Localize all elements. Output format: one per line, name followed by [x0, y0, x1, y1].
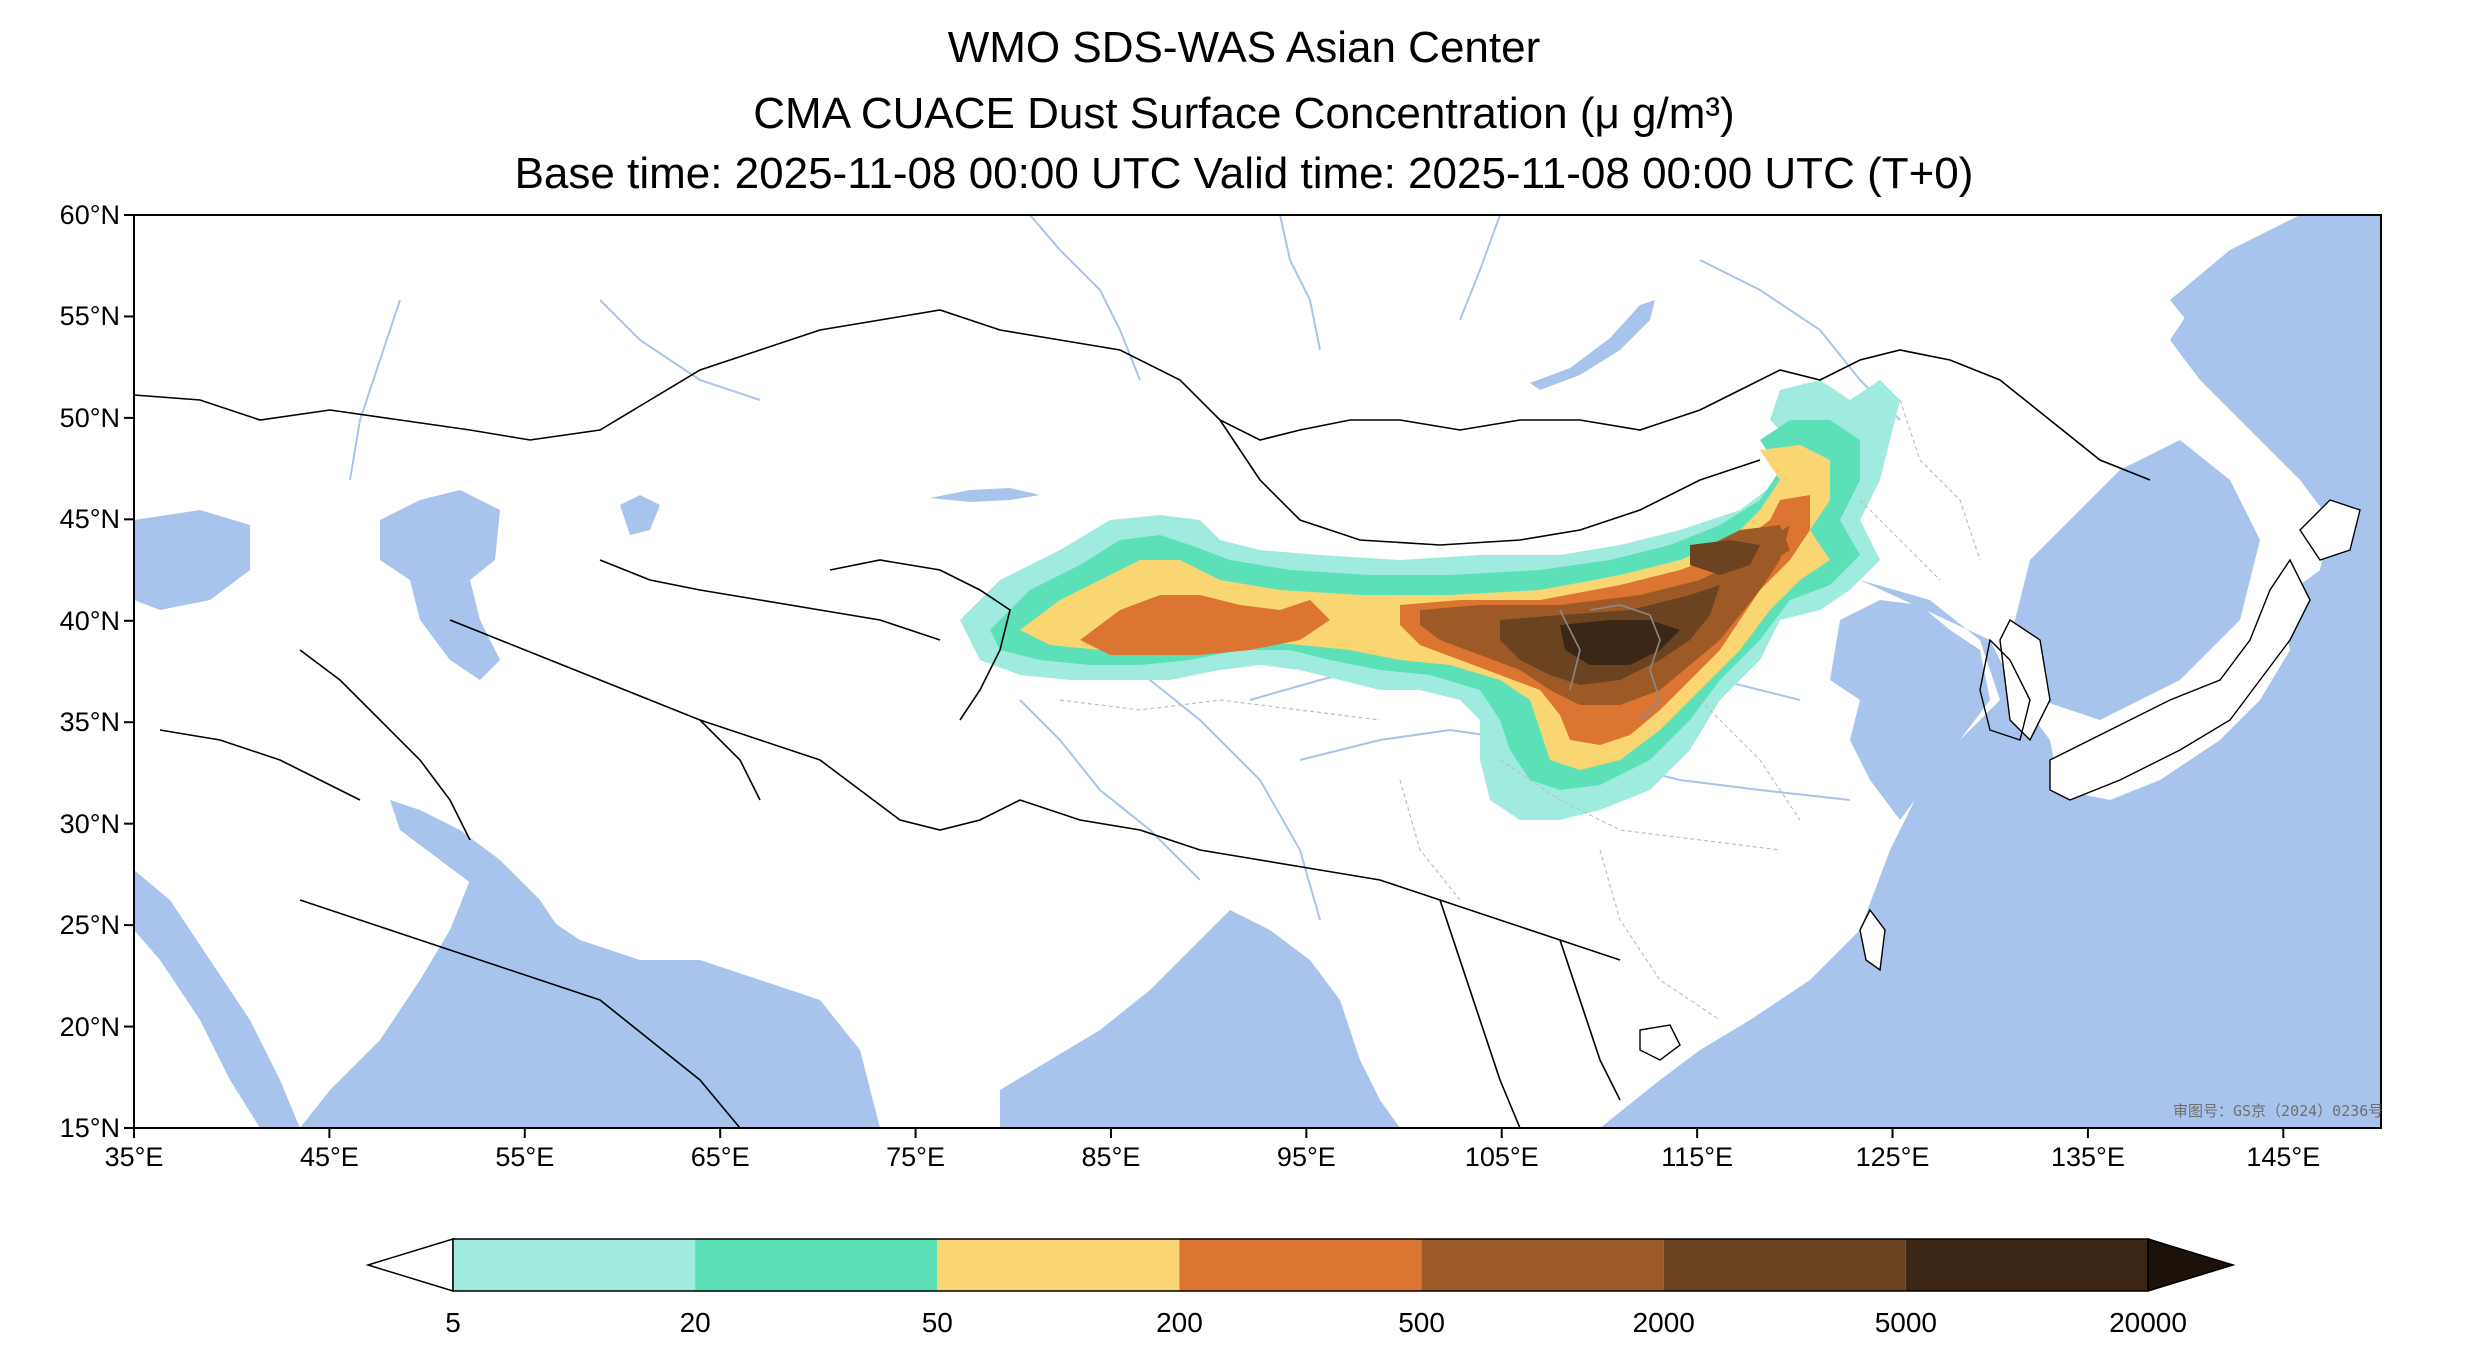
red-sea — [134, 870, 300, 1128]
lon-tick-label: 95°E — [1276, 1142, 1336, 1172]
colorbar-level-label: 20000 — [2109, 1307, 2187, 1338]
extra-coast — [1979, 638, 2031, 741]
caspian-sea — [380, 490, 500, 680]
colorbar-level-label: 5000 — [1874, 1307, 1937, 1338]
lon-tick-label: 85°E — [1081, 1142, 1141, 1172]
colorbar-segment — [695, 1239, 938, 1291]
ocean-areas — [134, 215, 2381, 1128]
colorbar-segment — [1663, 1239, 1906, 1291]
lat-tick-label: 45°N — [59, 504, 120, 535]
bay-of-bengal — [1000, 910, 1400, 1128]
lat-tick-label: 35°N — [59, 707, 120, 738]
lon-tick-label: 115°E — [1661, 1142, 1734, 1172]
dust-concentration-field — [960, 380, 1900, 820]
lat-tick-label: 50°N — [59, 402, 120, 433]
colorbar-level-label: 2000 — [1632, 1307, 1695, 1338]
lon-tick-label: 45°E — [299, 1142, 359, 1172]
colorbar-segment — [1905, 1239, 2148, 1291]
lat-tick-label: 25°N — [59, 910, 120, 941]
map-content — [134, 215, 2381, 1128]
lat-tick-label: 40°N — [59, 605, 120, 636]
map-frame — [133, 214, 2382, 1129]
colorbar-segment — [453, 1239, 696, 1291]
lon-ticks — [133, 1128, 2285, 1138]
dust-outline-lines — [1559, 604, 1661, 721]
colorbar-level-label: 5 — [445, 1307, 461, 1338]
lon-tick-label: 55°E — [495, 1142, 555, 1172]
sea-of-japan — [2010, 440, 2260, 720]
lon-tick-label: 75°E — [886, 1142, 945, 1172]
lon-tick-label: 35°E — [104, 1142, 164, 1172]
dust-level-5000 — [1560, 620, 1680, 665]
pacific-ocean — [1600, 215, 2381, 1128]
lat-tick-label: 60°N — [59, 200, 120, 230]
colorbar — [365, 1237, 2236, 1293]
lon-tick-label: 105°E — [1464, 1142, 1539, 1172]
colorbar-segment — [937, 1239, 1180, 1291]
colorbar-level-label: 20 — [679, 1307, 711, 1338]
title-line-3: Base time: 2025-11-08 00:00 UTC Valid ti… — [514, 149, 1974, 198]
lon-tick-label: 65°E — [690, 1142, 750, 1172]
province-borders — [1059, 399, 1981, 1021]
arabian-sea — [300, 880, 880, 1128]
colorbar-outline — [452, 1238, 2149, 1292]
map-approval-watermark: 审图号：GS京（2024）0236号 — [2173, 1102, 2384, 1120]
aral-sea — [620, 495, 660, 535]
lat-tick-label: 30°N — [59, 808, 120, 839]
colorbar-over-arrow — [2147, 1237, 2236, 1293]
black-sea — [134, 510, 250, 610]
colorbar-level-label: 200 — [1156, 1307, 1203, 1338]
lon-tick-label: 145°E — [2246, 1142, 2321, 1172]
lake-balkhash — [930, 488, 1040, 502]
lat-tick-label: 15°N — [59, 1113, 120, 1143]
colorbar-segment — [1421, 1239, 1664, 1291]
colorbar-segment — [1179, 1239, 1422, 1291]
sea-of-okhotsk — [2170, 215, 2381, 470]
persian-gulf — [390, 800, 560, 930]
yellow-sea — [1830, 600, 1990, 820]
lat-tick-label: 55°N — [59, 301, 120, 332]
islands — [1639, 499, 2361, 1061]
country-borders — [134, 309, 2151, 1128]
colorbar-level-label: 50 — [921, 1307, 953, 1338]
lon-tick-label: 135°E — [2050, 1142, 2125, 1172]
title-line-1: WMO SDS-WAS Asian Center — [947, 23, 1541, 72]
lon-tick-label: 125°E — [1855, 1142, 1930, 1172]
lake-baikal — [1530, 300, 1655, 390]
colorbar-under-arrow — [365, 1237, 454, 1293]
colorbar-level-label: 500 — [1398, 1307, 1445, 1338]
lat-tick-label: 20°N — [59, 1011, 120, 1042]
lat-ticks — [124, 214, 134, 1129]
title-line-2: CMA CUACE Dust Surface Concentration (μ … — [753, 89, 1735, 138]
